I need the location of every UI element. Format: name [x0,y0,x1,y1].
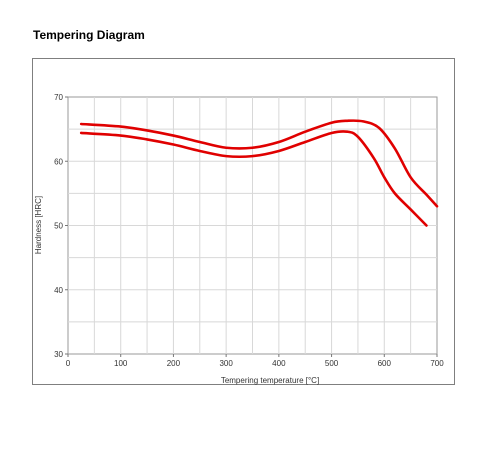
y-tick-label: 40 [54,286,63,295]
x-tick-label: 200 [167,359,181,368]
x-axis-label: Tempering temperature [°C] [221,376,319,385]
series-lines [79,119,439,227]
x-tick-label: 0 [66,359,71,368]
x-tick-label: 600 [378,359,392,368]
page-title: Tempering Diagram [33,28,145,42]
y-tick-label: 50 [54,222,63,231]
x-tick-label: 500 [325,359,339,368]
x-tick-label: 300 [219,359,233,368]
y-tick-label: 30 [54,350,63,359]
x-tick-label: 400 [272,359,286,368]
series-line-1 [79,119,439,208]
y-tick-label: 60 [54,157,63,166]
y-axis-label: Hardness [HRC] [34,196,43,254]
x-tick-label: 700 [430,359,444,368]
series-line-2 [79,130,428,227]
y-tick-label: 70 [54,93,63,102]
x-tick-label: 100 [114,359,128,368]
tick-labels: 0 100 200 300 400 500 600 700 30 40 50 60 70 [54,93,444,368]
